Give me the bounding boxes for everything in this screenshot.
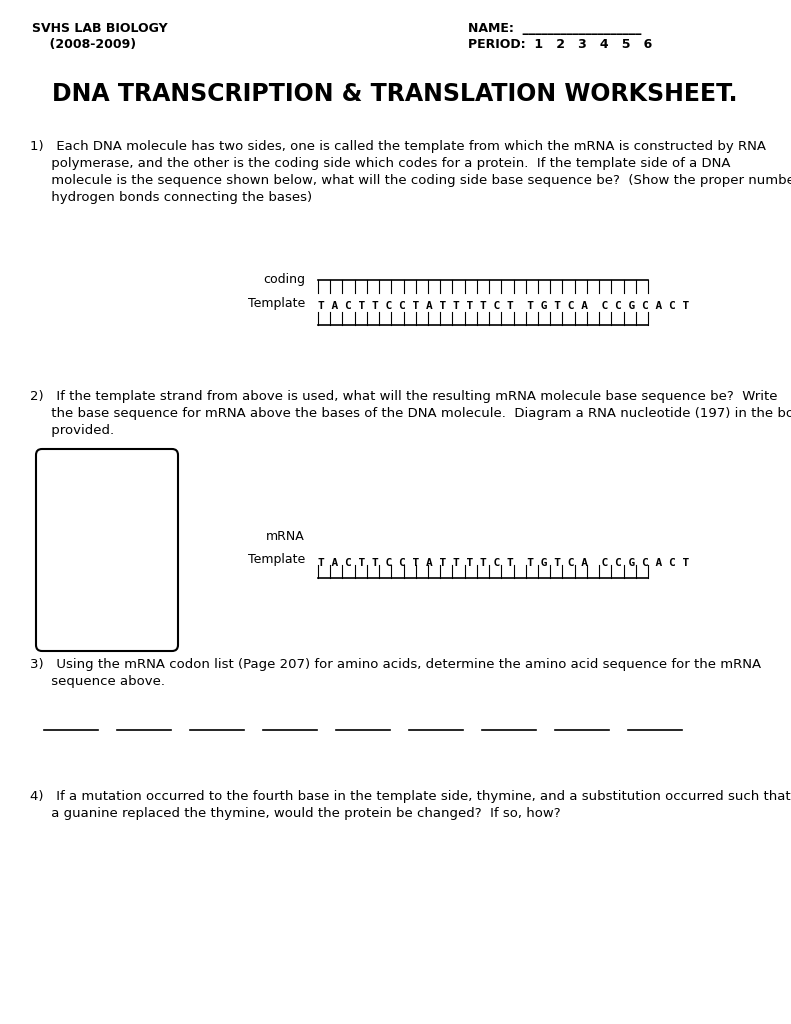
Text: (2008-2009): (2008-2009) bbox=[32, 38, 136, 51]
Text: hydrogen bonds connecting the bases): hydrogen bonds connecting the bases) bbox=[30, 191, 312, 204]
Text: sequence above.: sequence above. bbox=[30, 675, 165, 688]
Text: mRNA: mRNA bbox=[267, 529, 305, 543]
Text: 3)   Using the mRNA codon list (Page 207) for amino acids, determine the amino a: 3) Using the mRNA codon list (Page 207) … bbox=[30, 658, 761, 671]
Text: polymerase, and the other is the coding side which codes for a protein.  If the : polymerase, and the other is the coding … bbox=[30, 157, 731, 170]
Text: coding: coding bbox=[263, 273, 305, 287]
FancyBboxPatch shape bbox=[36, 449, 178, 651]
Text: DNA TRANSCRIPTION & TRANSLATION WORKSHEET.: DNA TRANSCRIPTION & TRANSLATION WORKSHEE… bbox=[52, 82, 738, 106]
Text: T A C T T C C T A T T T T C T  T G T C A  C C G C A C T: T A C T T C C T A T T T T C T T G T C A … bbox=[318, 558, 689, 568]
Text: Template: Template bbox=[248, 298, 305, 310]
Text: NAME:  ___________________: NAME: ___________________ bbox=[468, 22, 642, 35]
Text: 4)   If a mutation occurred to the fourth base in the template side, thymine, an: 4) If a mutation occurred to the fourth … bbox=[30, 790, 791, 803]
Text: molecule is the sequence shown below, what will the coding side base sequence be: molecule is the sequence shown below, wh… bbox=[30, 174, 791, 187]
Text: a guanine replaced the thymine, would the protein be changed?  If so, how?: a guanine replaced the thymine, would th… bbox=[30, 807, 561, 820]
Text: SVHS LAB BIOLOGY: SVHS LAB BIOLOGY bbox=[32, 22, 168, 35]
Text: provided.: provided. bbox=[30, 424, 114, 437]
Text: PERIOD:  1   2   3   4   5   6: PERIOD: 1 2 3 4 5 6 bbox=[468, 38, 653, 51]
Text: T A C T T C C T A T T T T C T  T G T C A  C C G C A C T: T A C T T C C T A T T T T C T T G T C A … bbox=[318, 301, 689, 311]
Text: Template: Template bbox=[248, 553, 305, 565]
Text: the base sequence for mRNA above the bases of the DNA molecule.  Diagram a RNA n: the base sequence for mRNA above the bas… bbox=[30, 407, 791, 420]
Text: 1)   Each DNA molecule has two sides, one is called the template from which the : 1) Each DNA molecule has two sides, one … bbox=[30, 140, 766, 153]
Text: 2)   If the template strand from above is used, what will the resulting mRNA mol: 2) If the template strand from above is … bbox=[30, 390, 778, 403]
